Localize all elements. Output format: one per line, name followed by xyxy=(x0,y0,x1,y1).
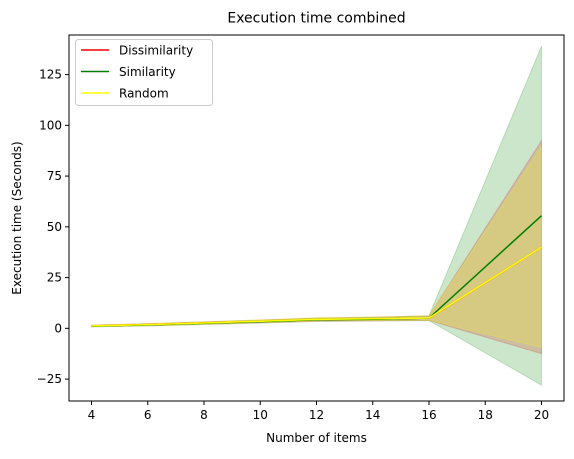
x-tick-label: 10 xyxy=(253,408,268,422)
y-tick-label: 0 xyxy=(54,321,62,335)
band-dissimilarity xyxy=(91,138,542,355)
confidence-bands xyxy=(91,45,542,387)
y-tick-label: 75 xyxy=(47,169,62,183)
band-similarity xyxy=(91,45,542,387)
y-tick-label: 100 xyxy=(39,118,62,132)
x-tick-label: 18 xyxy=(478,408,493,422)
y-tick-label: 125 xyxy=(39,68,62,82)
x-axis-label: Number of items xyxy=(266,431,367,445)
x-tick-label: 16 xyxy=(421,408,436,422)
x-tick-label: 12 xyxy=(309,408,324,422)
x-tick-label: 14 xyxy=(365,408,380,422)
y-tick-label: −25 xyxy=(37,372,62,386)
y-tick-label: 25 xyxy=(47,271,62,285)
x-tick-label: 4 xyxy=(88,408,96,422)
x-tick-label: 20 xyxy=(534,408,549,422)
x-axis: 4 6 8 10 12 14 16 18 20 xyxy=(88,401,549,422)
line-random xyxy=(91,246,542,327)
legend-label: Similarity xyxy=(119,65,176,79)
series-lines xyxy=(91,215,543,327)
band-random xyxy=(91,144,542,349)
legend-label: Random xyxy=(119,87,169,101)
y-tick-label: 50 xyxy=(47,220,62,234)
legend-box xyxy=(75,39,213,106)
chart-title: Execution time combined xyxy=(227,11,405,27)
legend-label: Dissimilarity xyxy=(119,44,193,58)
x-tick-label: 6 xyxy=(144,408,152,422)
y-axis: −25 0 25 50 75 100 125 xyxy=(37,68,69,386)
legend: Dissimilarity Similarity Random xyxy=(75,39,213,106)
y-axis-label: Execution time (Seconds) xyxy=(10,141,24,294)
x-tick-label: 8 xyxy=(200,408,208,422)
